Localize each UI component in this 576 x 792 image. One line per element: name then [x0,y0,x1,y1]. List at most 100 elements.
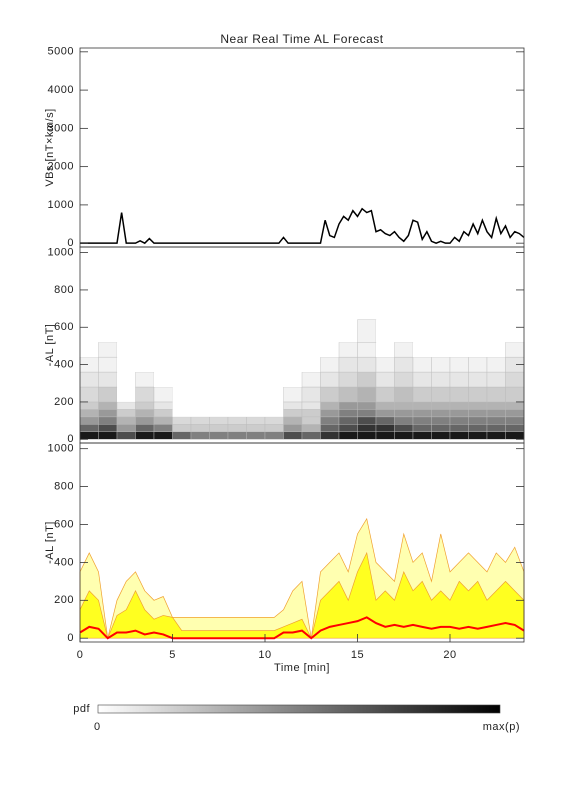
pdf-cell [265,342,284,358]
pdf-cell [412,431,432,440]
pdf-cell [246,319,265,343]
y-tick-label: 400 [54,556,74,568]
pdf-cell [153,416,173,425]
pdf-cell [227,424,247,433]
pdf-cell [135,424,155,433]
pdf-cell [172,342,191,358]
pdf-cell [468,356,488,373]
x-tick-label: 10 [258,649,271,661]
pdf-cell [191,319,210,343]
pdf-cell [394,424,414,433]
y-axis-label: -AL [nT] [44,521,56,564]
y-tick-label: 400 [54,359,74,371]
pdf-cell [449,386,469,403]
pdf-cell [338,356,358,373]
pdf-cell [191,387,210,402]
pdf-cell [413,319,432,343]
pdf-cell [468,342,487,358]
x-tick-label: 15 [351,649,364,661]
median-line [79,616,525,640]
pdf-cell [431,401,451,410]
y-tick-label: 200 [54,594,74,606]
pdf-cell [283,401,303,410]
pdf-cell [80,319,99,343]
pdf-cell [375,416,395,425]
pdf-cell [98,319,117,343]
pdf-cell [228,387,247,402]
pdf-cell [468,409,488,418]
pdf-cell [302,342,321,358]
pdf-cell [320,401,340,410]
pdf-cell [153,401,173,410]
pdf-cell [468,431,488,440]
pdf-cell [209,357,228,373]
pdf-cell [505,416,525,425]
pdf-cell [265,401,284,410]
pdf-cell [412,401,432,410]
pdf-cell [486,431,506,440]
plot-frame [79,442,525,643]
y-tick-label: 1000 [48,199,74,211]
pdf-cell [98,342,118,358]
x-tick-label: 5 [169,649,176,661]
pdf-cell [209,409,228,417]
pdf-cell [209,342,228,358]
pdf-cell [450,319,469,343]
pdf-cell [190,416,210,425]
pdf-cell [117,357,136,373]
y-tick-label: 1000 [48,443,74,455]
pdf-cell [135,386,155,403]
pdf-cell [116,409,136,418]
pdf-cell [153,409,173,418]
pdf-cell [79,424,99,433]
pdf-cell [375,386,395,403]
pdf-cell [394,342,414,358]
y-tick-label: 0 [67,632,74,644]
pdf-cell [449,371,469,388]
pdf-cell [357,386,377,403]
pdf-cell [394,401,414,410]
y-tick-label: 1000 [48,247,74,259]
pdf-cell [79,431,99,440]
pdf-cell [431,431,451,440]
pdf-cell [376,319,395,343]
pdf-cell [412,386,432,403]
pdf-cell [246,409,265,417]
pdf-cell [375,401,395,410]
pdf-cell [431,424,451,433]
pdf-cell [486,356,506,373]
pdf-cell [228,409,247,417]
pdf-cell [98,356,118,373]
pdf-cell [302,357,321,373]
pdf-cell [412,416,432,425]
pdf-cell [468,319,487,343]
pdf-cell [227,431,247,440]
pdf-cell [98,386,118,403]
pdf-cell [486,424,506,433]
pdf-cell [135,342,154,358]
pdf-cell [135,401,155,410]
pdf-cell [228,319,247,343]
pdf-cell [80,342,99,358]
pdf-cell [265,357,284,373]
pdf-cell [135,371,155,388]
pdf-cell [339,319,358,343]
pdf-cell [357,424,377,433]
pdf-cell [135,431,155,440]
colorbar-min-label: 0 [94,721,101,733]
pdf-cell [283,319,302,343]
pdf-cell [301,431,321,440]
pdf-cell [394,371,414,388]
pdf-cell [394,409,414,418]
colorbar [97,704,501,714]
pdf-cell [357,319,377,343]
pdf-cell [486,401,506,410]
pdf-cell [209,416,229,425]
y-tick-label: 2000 [48,161,74,173]
pdf-cell [283,424,303,433]
pdf-cell [191,357,210,373]
pdf-cell [320,319,339,343]
pdf-cell [228,357,247,373]
pdf-cell [191,342,210,358]
